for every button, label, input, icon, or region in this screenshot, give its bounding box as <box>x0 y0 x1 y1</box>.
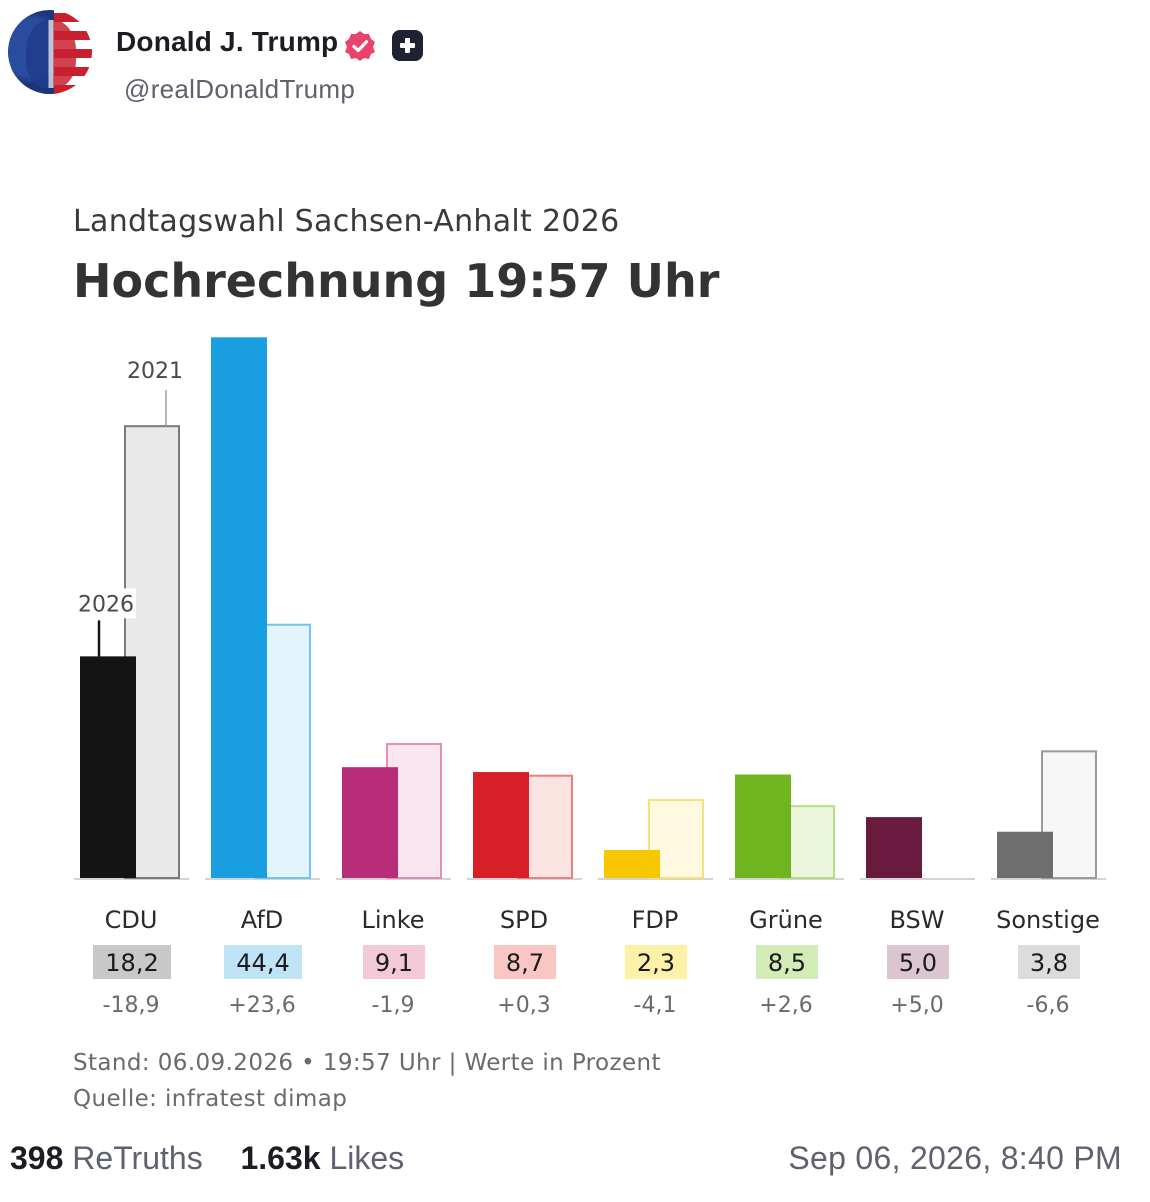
annotation-2026: 2026 <box>78 592 134 617</box>
value-label: 3,8 <box>1030 949 1068 977</box>
value-badge <box>1018 945 1080 979</box>
bar-2026-cdu <box>80 656 136 878</box>
value-label: 8,7 <box>506 949 544 977</box>
category-label: BSW <box>889 906 944 934</box>
category-label: AfD <box>241 906 284 934</box>
change-label: +2,6 <box>759 993 812 1018</box>
value-badge <box>363 945 425 979</box>
annotation-2021: 2021 <box>127 359 183 384</box>
user-handle[interactable]: @realDonaldTrump <box>124 74 356 104</box>
change-label: +5,0 <box>890 993 943 1018</box>
category-label: SPD <box>500 906 548 934</box>
bar-chart: CDU 18,2 -18,9 AfD 44,4 +23,6 Linke 9,1 -1,9 SPD 8… <box>72 337 1106 1018</box>
change-label: -4,1 <box>634 993 677 1018</box>
category-label: Linke <box>361 906 424 934</box>
value-badge <box>93 945 171 979</box>
bar-2021-cdu <box>124 425 180 879</box>
category-label: CDU <box>105 906 158 934</box>
post-stats: 398 ReTruths 1.63k Likes <box>10 1140 404 1177</box>
retruths-count[interactable]: 398 <box>10 1140 64 1176</box>
value-badge <box>887 945 949 979</box>
value-badge <box>494 945 556 979</box>
change-label: +0,3 <box>497 993 550 1018</box>
category-label: FDP <box>632 906 679 934</box>
chart-title: Hochrechnung 19:57 Uhr <box>73 254 720 308</box>
value-label: 44,4 <box>236 949 289 977</box>
post-timestamp[interactable]: Sep 06, 2026, 8:40 PM <box>788 1140 1122 1176</box>
bar-2026-fdp <box>604 849 660 878</box>
likes-count[interactable]: 1.63k <box>240 1140 321 1176</box>
value-badge <box>756 945 818 979</box>
bar-2026-afd <box>211 337 267 879</box>
change-label: -18,9 <box>103 993 160 1018</box>
likes-label[interactable]: Likes <box>329 1140 405 1176</box>
chart-image[interactable]: Landtagswahl Sachsen-Anhalt 2026 Hochrec… <box>0 120 1150 1120</box>
value-label: 18,2 <box>105 949 158 977</box>
value-badge <box>224 945 302 979</box>
bar-2026-grüne <box>735 774 791 878</box>
avatar-face <box>26 20 76 88</box>
change-label: +23,6 <box>228 993 295 1018</box>
chart-footer-stand: Stand: 06.09.2026 • 19:57 Uhr | Werte in… <box>73 1050 661 1076</box>
post-header: Donald J. Trump @realDonaldTrump <box>8 10 708 104</box>
value-label: 2,3 <box>637 949 675 977</box>
chart-footer-source: Quelle: infratest dimap <box>73 1086 348 1112</box>
value-label: 5,0 <box>899 949 937 977</box>
change-label: -1,9 <box>372 993 415 1018</box>
bar-2026-sonstige <box>997 831 1053 878</box>
avatar[interactable] <box>8 10 92 94</box>
value-label: 9,1 <box>375 949 413 977</box>
display-name[interactable]: Donald J. Trump <box>116 26 339 57</box>
change-label: -6,6 <box>1027 993 1070 1018</box>
value-label: 8,5 <box>768 949 806 977</box>
bar-2026-linke <box>342 767 398 878</box>
verified-badge-icon <box>345 31 375 61</box>
plus-badge-icon <box>392 30 423 61</box>
value-badge <box>625 945 687 979</box>
retruths-label[interactable]: ReTruths <box>72 1140 203 1176</box>
category-label: Sonstige <box>996 906 1100 934</box>
category-label: Grüne <box>749 906 823 934</box>
bar-2026-spd <box>473 772 529 878</box>
annotation-bg-2026 <box>72 588 136 619</box>
chart-subtitle: Landtagswahl Sachsen-Anhalt 2026 <box>73 204 620 239</box>
bar-2026-bsw <box>866 817 922 878</box>
